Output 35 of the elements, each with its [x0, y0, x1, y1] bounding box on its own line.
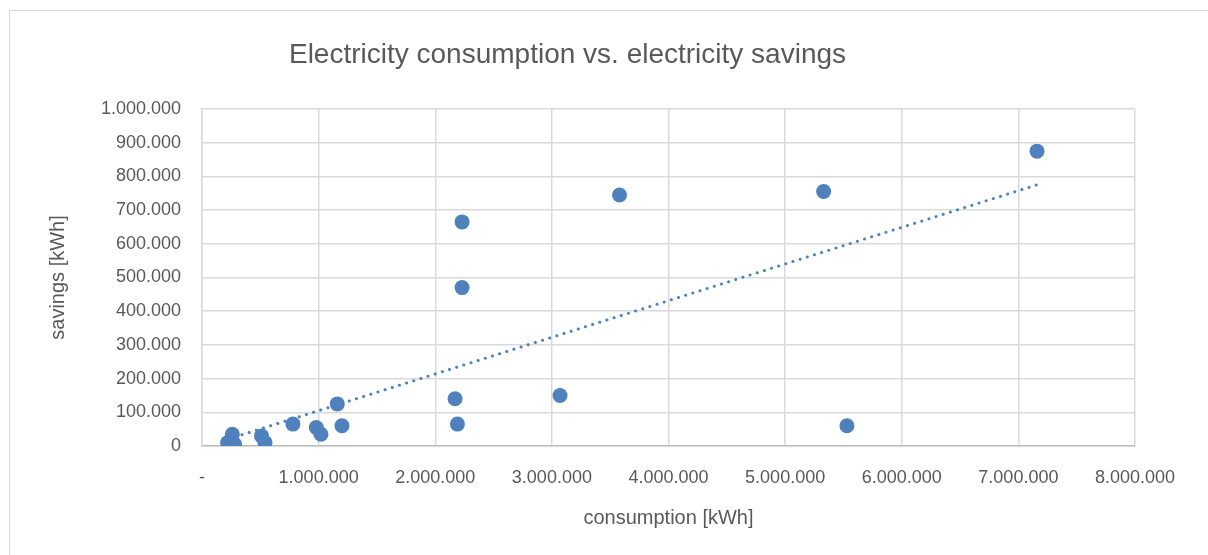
y-tick-label: 100.000	[115, 401, 181, 422]
chart-title: Electricity consumption vs. electricity savings	[288, 37, 847, 69]
point	[334, 418, 350, 434]
y-tick-label: 600.000	[115, 232, 181, 253]
x-tick-label: 7.000.000	[978, 466, 1059, 487]
point	[612, 187, 628, 203]
point	[552, 387, 568, 403]
point	[447, 391, 463, 407]
point	[313, 426, 329, 442]
point	[285, 416, 301, 432]
point	[816, 184, 832, 200]
x-tick-label: 8.000.000	[1094, 466, 1176, 487]
x-tick-label: 3.000.000	[511, 466, 592, 487]
y-tick-label: 800.000	[115, 165, 181, 186]
y-tick-label: 200.000	[115, 367, 181, 388]
point	[839, 418, 855, 434]
point	[1029, 143, 1045, 159]
x-tick-label: 2.000.000	[395, 466, 476, 487]
point	[454, 280, 470, 296]
x-axis-title: consumption [kWh]	[583, 505, 754, 528]
y-tick-label: 400.000	[115, 300, 181, 321]
y-tick-label: 700.000	[115, 199, 181, 220]
point	[454, 214, 470, 230]
x-tick-label: 5.000.000	[745, 466, 826, 487]
y-tick-label: 900.000	[115, 131, 181, 152]
point	[449, 416, 465, 432]
x-tick-label: 6.000.000	[861, 466, 942, 487]
y-tick-label: 300.000	[115, 333, 181, 354]
y-tick-label: 0	[170, 434, 181, 455]
x-tick-label: 1.000.000	[278, 466, 359, 487]
x-tick-label: 4.000.000	[628, 466, 709, 487]
y-axis-title: savings [kWh]	[45, 215, 68, 340]
x-tick-label: -	[199, 466, 205, 487]
y-tick-label: 1.000.000	[100, 97, 181, 118]
y-tick-label: 500.000	[115, 266, 181, 287]
